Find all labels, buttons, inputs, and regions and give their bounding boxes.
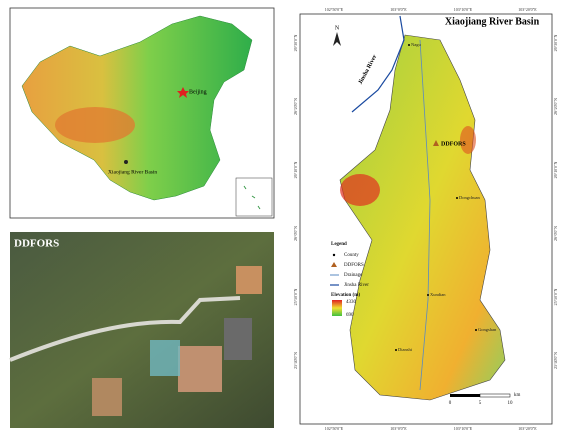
legend-label: County [344, 253, 359, 258]
building [92, 378, 122, 416]
legend-station [331, 262, 337, 267]
basin-panel: Jinsha River Xiaojiang River Basin N DDF… [299, 13, 553, 425]
legend-county [332, 253, 336, 257]
drainage [419, 39, 431, 391]
map-title: Xiaojiang River Basin [445, 16, 540, 27]
town-marker [427, 294, 429, 296]
photo-panel: DDFORS [9, 232, 274, 428]
town-label: Gongshan [478, 327, 497, 332]
legend-label: Drainage [344, 273, 363, 278]
town-label: Xundian [430, 292, 446, 297]
legend-label: DDFORS [344, 263, 364, 268]
high-terrain [340, 174, 380, 206]
road [9, 296, 241, 362]
station-marker [433, 140, 439, 146]
scale-label: 10 [508, 401, 514, 406]
lon-label: 103°20'0"E [518, 426, 537, 431]
building [224, 318, 252, 360]
scale-bar [450, 394, 480, 397]
lon-label: 103°0'0"E [390, 426, 407, 431]
town-label: Nagu [411, 42, 421, 47]
photo-label: DDFORS [14, 238, 59, 250]
capital-label: Beijing [189, 89, 207, 95]
station-label: DDFORS [441, 141, 466, 147]
basin-label: Xiaojiang River Basin [108, 169, 157, 175]
lat-label: 26°10'0"N [553, 161, 558, 178]
town-label: Dianshi [398, 347, 413, 352]
lon-label: 103°10'0"E [454, 7, 473, 12]
jinsha-river [351, 15, 405, 113]
legend-label: Jinsha River [344, 283, 369, 288]
scale-label: 0 [449, 401, 452, 406]
basin-outline [339, 34, 506, 401]
town-marker [456, 197, 458, 199]
town-marker [395, 349, 397, 351]
lon-label: 103°10'0"E [454, 426, 473, 431]
town-marker [475, 329, 477, 331]
north-arrow [333, 32, 341, 46]
town-label: Dongchuan [459, 195, 480, 200]
legend-title: Legend [331, 242, 347, 247]
lat-label: 26°0'0"N [553, 226, 558, 241]
enclosure [150, 340, 180, 376]
scale-bar [479, 393, 511, 398]
lat-label: 26°0'0"N [293, 226, 298, 241]
lat-label: 25°40'0"N [293, 352, 298, 369]
scale-label: 5 [479, 401, 482, 406]
lon-label: 103°0'0"E [390, 7, 407, 12]
north-label: N [335, 25, 340, 31]
plateau [55, 107, 135, 143]
town-marker [408, 44, 410, 46]
elevation-low: 690 [346, 313, 354, 318]
basin-marker [124, 160, 128, 164]
high-terrain [460, 126, 476, 154]
elevation-ramp [332, 300, 342, 316]
elevation-high: 4330 [346, 300, 357, 305]
lat-label: 25°50'0"N [293, 288, 298, 305]
china-panel: Beijing Xiaojiang River Basin [9, 7, 275, 219]
lon-label: 103°20'0"E [518, 7, 537, 12]
inset-islands [243, 185, 261, 210]
building [178, 346, 222, 392]
building [236, 266, 262, 294]
elevation-title: Elevation (m) [331, 293, 360, 298]
lat-label: 26°30'0"N [553, 34, 558, 51]
lat-label: 26°10'0"N [293, 161, 298, 178]
lon-label: 102°50'0"E [325, 7, 344, 12]
coordinate-labels: 102°50'0"E 102°50'0"E 103°0'0"E 103°0'0"E 10… [293, 7, 558, 431]
scale-unit: km [514, 393, 521, 398]
lat-label: 26°20'0"N [553, 98, 558, 115]
lat-label: 25°50'0"N [553, 288, 558, 305]
lon-label: 102°50'0"E [325, 426, 344, 431]
lat-label: 26°30'0"N [293, 34, 298, 51]
lat-label: 25°40'0"N [553, 352, 558, 369]
beijing-star [177, 87, 189, 98]
china-outline [21, 15, 253, 201]
lat-label: 26°20'0"N [293, 98, 298, 115]
